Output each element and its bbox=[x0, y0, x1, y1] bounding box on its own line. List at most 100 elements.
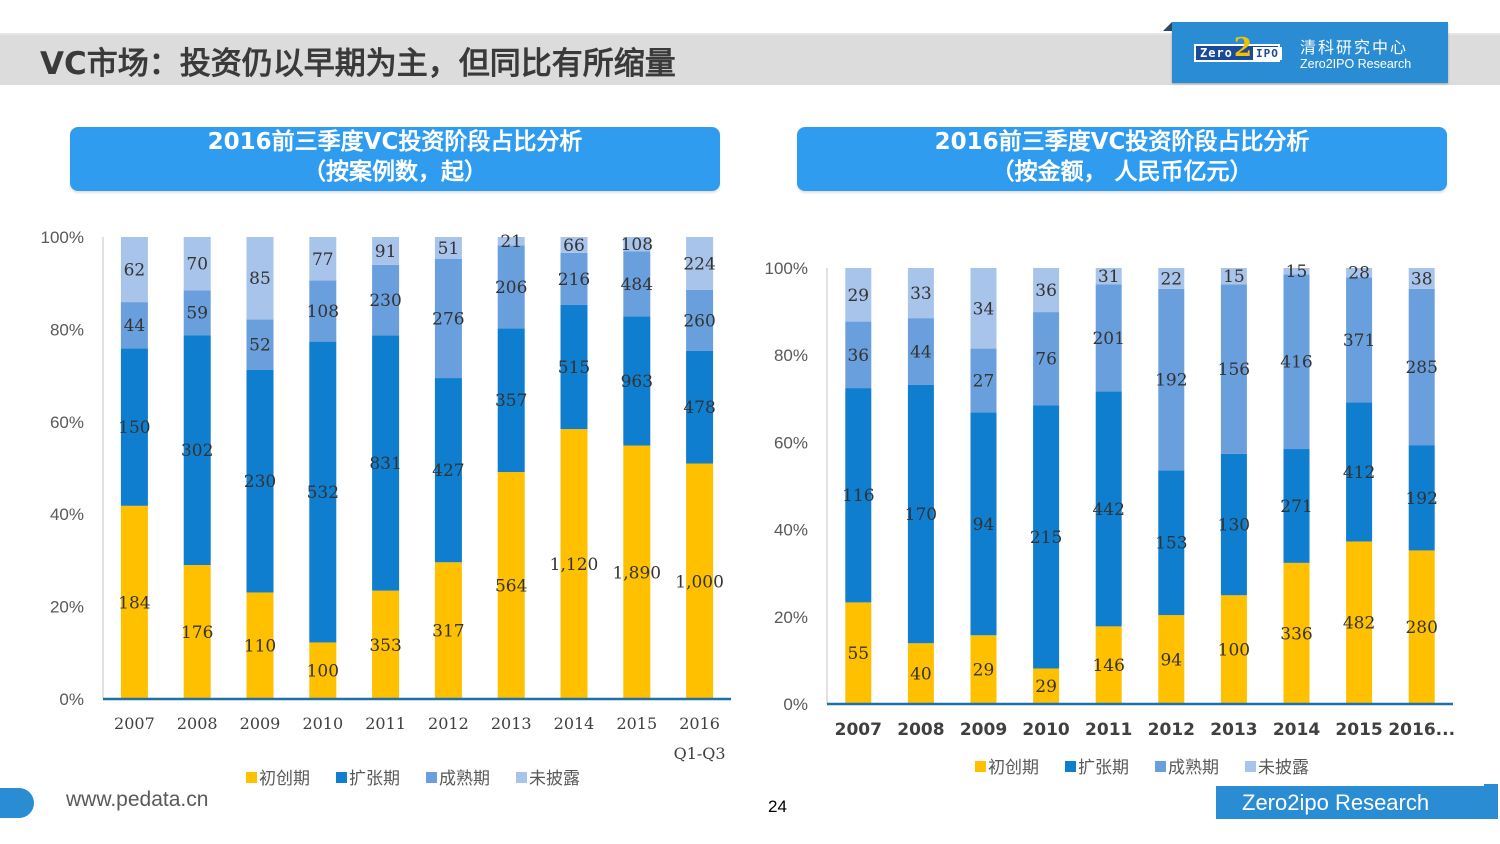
bar-segment-undisclosed bbox=[1408, 268, 1435, 289]
data-label: 201 bbox=[1092, 329, 1124, 349]
data-label: 224 bbox=[683, 254, 715, 274]
data-label: 100 bbox=[1218, 641, 1250, 661]
bar-stack-2010: 29 215 76 36 bbox=[1030, 268, 1062, 704]
legend-item: 扩张期 bbox=[336, 769, 400, 789]
bar-stack-2012: 317 427 276 51 bbox=[432, 237, 465, 699]
data-label: 963 bbox=[621, 372, 653, 392]
bar-segment-undisclosed bbox=[246, 237, 274, 320]
bar-segment-seed bbox=[1408, 550, 1435, 704]
bar-segment-mature bbox=[372, 264, 400, 336]
x-tick-label: 2014 bbox=[554, 714, 595, 733]
right-chart-title: 2016前三季度VC投资阶段占比分析 （按金额， 人民币亿元） bbox=[797, 127, 1447, 191]
y-tick-label: 40% bbox=[774, 521, 808, 540]
footer-accent-tab bbox=[0, 788, 34, 818]
data-label: 1,120 bbox=[550, 555, 599, 575]
logo-ipo-text: IPO bbox=[1253, 46, 1282, 60]
data-label: 280 bbox=[1405, 618, 1437, 638]
bar-segment-expansion bbox=[1346, 402, 1373, 542]
data-label: 192 bbox=[1405, 489, 1437, 509]
data-label: 371 bbox=[1343, 331, 1375, 351]
data-label: 831 bbox=[369, 454, 401, 474]
x-tick-label: 2012 bbox=[1148, 720, 1195, 740]
data-label: 62 bbox=[124, 261, 146, 281]
bar-segment-expansion bbox=[686, 350, 714, 464]
left-chart-title: 2016前三季度VC投资阶段占比分析 （按案例数，起） bbox=[70, 127, 720, 191]
x-tick-label: 2007 bbox=[835, 720, 882, 740]
data-label: 336 bbox=[1280, 624, 1312, 644]
data-label: 532 bbox=[307, 483, 339, 503]
bar-segment-seed bbox=[309, 642, 337, 699]
bar-segment-seed bbox=[497, 472, 525, 699]
x-tick-label: 2007 bbox=[114, 714, 155, 733]
x-tick-label: 2009 bbox=[960, 720, 1007, 740]
x-tick-label: 2015 bbox=[1335, 720, 1382, 740]
data-label: 184 bbox=[118, 593, 150, 613]
y-tick-label: 20% bbox=[50, 598, 84, 617]
logo-chinese-name: 清科研究中心 bbox=[1300, 38, 1409, 57]
bar-segment-undisclosed bbox=[686, 237, 714, 290]
legend-label: 成熟期 bbox=[439, 768, 490, 789]
y-tick-label: 80% bbox=[50, 320, 84, 339]
x-tick-label: 2013 bbox=[1210, 720, 1257, 740]
data-label: 31 bbox=[1098, 267, 1120, 287]
y-tick-label: 60% bbox=[50, 413, 84, 432]
data-label: 108 bbox=[621, 235, 653, 255]
left-chart-title-line1: 2016前三季度VC投资阶段占比分析 bbox=[207, 129, 583, 155]
bar-segment-expansion bbox=[623, 316, 651, 446]
bar-stack-2015: 1,890 963 484 108 bbox=[612, 235, 661, 699]
data-label: 176 bbox=[181, 623, 213, 643]
bar-segment-expansion bbox=[1283, 449, 1310, 563]
bar-segment-undisclosed bbox=[1346, 268, 1373, 278]
bar-segment-seed bbox=[1220, 595, 1247, 704]
data-label: 353 bbox=[369, 636, 401, 656]
bar-segment-expansion bbox=[309, 341, 337, 643]
data-label: 34 bbox=[973, 299, 995, 319]
y-tick-label: 0% bbox=[59, 690, 84, 709]
x-tick-label: 2015 bbox=[616, 714, 657, 733]
bar-segment-seed bbox=[907, 643, 934, 704]
legend-item: 未披露 bbox=[1245, 758, 1309, 778]
data-label: 285 bbox=[1405, 358, 1437, 378]
data-label: 15 bbox=[1286, 262, 1308, 282]
bar-segment-expansion bbox=[1158, 470, 1185, 616]
page-number: 24 bbox=[768, 797, 787, 816]
data-label: 357 bbox=[495, 391, 527, 411]
legend-label: 未披露 bbox=[1258, 758, 1309, 778]
bar-segment-mature bbox=[560, 252, 588, 305]
brand-logo-box: Zero 2 IPO 清科研究中心 Zero2IPO Research bbox=[1172, 22, 1448, 83]
bar-stack-2011: 146 442 201 31 bbox=[1092, 267, 1125, 704]
logo-corner-tab bbox=[1163, 22, 1172, 31]
footer-website-link[interactable]: www.pedata.cn bbox=[66, 788, 209, 811]
bar-segment-expansion bbox=[372, 335, 400, 591]
x-tick-label: 2014 bbox=[1273, 720, 1320, 740]
bar-segment-seed bbox=[845, 602, 872, 704]
bar-stack-2009: 110 230 52 85 bbox=[244, 237, 276, 699]
bar-stack-2014: 1,120 515 216 66 bbox=[550, 236, 599, 699]
bar-segment-undisclosed bbox=[1095, 268, 1122, 285]
legend-swatch-icon bbox=[1245, 761, 1256, 772]
bar-segment-seed bbox=[560, 429, 588, 699]
bar-segment-expansion bbox=[560, 304, 588, 430]
bar-segment-undisclosed bbox=[907, 268, 934, 319]
bar-segment-seed bbox=[1283, 562, 1310, 704]
bar-segment-undisclosed bbox=[1220, 268, 1247, 285]
bar-segment-undisclosed bbox=[497, 237, 525, 246]
logo-zero-text: Zero bbox=[1200, 46, 1233, 60]
data-label: 51 bbox=[438, 239, 460, 259]
data-label: 28 bbox=[1348, 264, 1370, 284]
legend-swatch-icon bbox=[1065, 761, 1076, 772]
bar-segment-undisclosed bbox=[970, 268, 997, 349]
bar-segment-seed bbox=[1033, 668, 1060, 704]
legend-swatch-icon bbox=[336, 772, 347, 783]
x-tick-label: 2009 bbox=[240, 714, 281, 733]
bar-stack-2015: 482 412 371 28 bbox=[1343, 264, 1375, 704]
bar-stack-2011: 353 831 230 91 bbox=[369, 237, 402, 699]
bar-segment-seed bbox=[120, 505, 148, 699]
data-label: 1,890 bbox=[612, 563, 661, 583]
bar-segment-mature bbox=[1158, 288, 1185, 471]
bar-segment-mature bbox=[1095, 284, 1122, 392]
data-label: 94 bbox=[973, 515, 995, 535]
left-chart-title-line2: （按案例数，起） bbox=[303, 159, 487, 185]
legend-item: 成熟期 bbox=[426, 768, 490, 789]
x-tick-label: 2011 bbox=[365, 714, 406, 733]
